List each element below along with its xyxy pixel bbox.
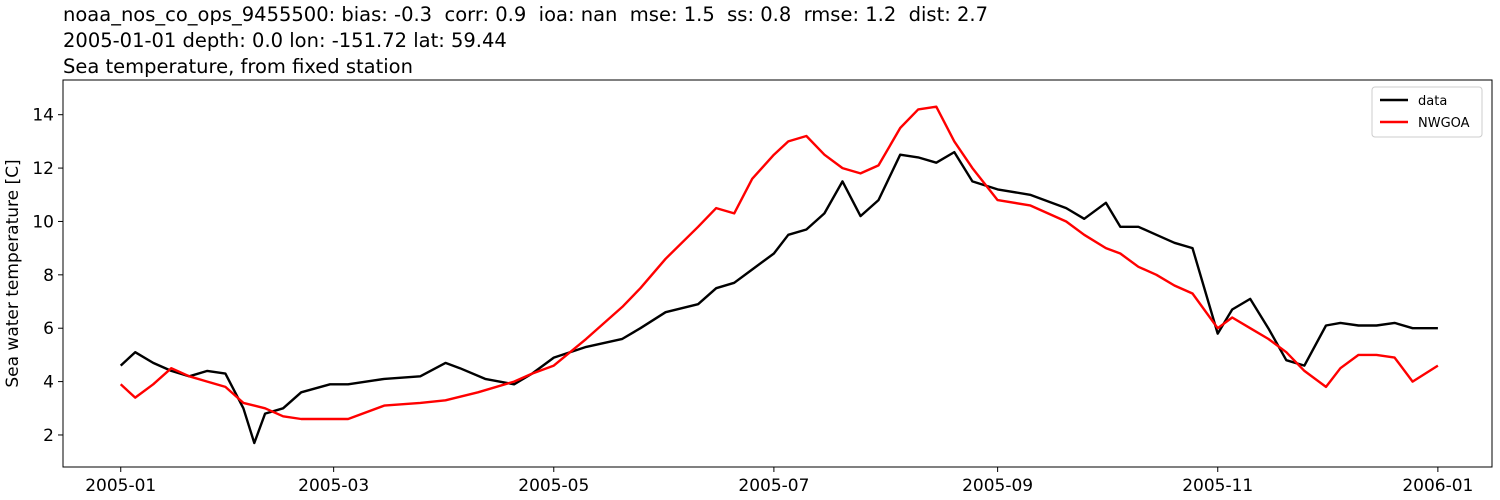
y-tick-label: 6 [43, 319, 54, 339]
chart-title-line-3: Sea temperature, from fixed station [63, 55, 413, 78]
x-tick-label: 2005-05 [518, 476, 589, 496]
x-tick-label: 2005-09 [962, 476, 1033, 496]
series-line-data [119, 150, 1438, 445]
y-tick-label: 12 [32, 159, 54, 179]
x-tick-label: 2005-11 [1182, 476, 1253, 496]
x-tick-label: 2006-01 [1402, 476, 1473, 496]
chart-title-line-1: noaa_nos_co_ops_9455500: bias: -0.3 corr… [63, 3, 989, 26]
y-tick-label: 10 [32, 212, 54, 232]
legend-label: NWGOA [1418, 116, 1470, 131]
y-tick-label: 14 [32, 106, 54, 126]
x-axis: 2005-01 2005-03 2005-05 2005-07 2005-09 2005-… [85, 467, 1473, 496]
y-tick-label: 4 [43, 373, 54, 393]
y-tick-label: 2 [43, 426, 54, 446]
legend: data NWGOA [1371, 86, 1483, 138]
x-tick-label: 2005-01 [85, 476, 156, 496]
y-tick-label: 8 [43, 266, 54, 286]
series-lines [119, 105, 1439, 445]
x-tick-label: 2005-03 [298, 476, 369, 496]
legend-label: data [1418, 94, 1447, 109]
y-axis-label: Sea water temperature [C] [3, 159, 23, 387]
chart-title-line-2: 2005-01-01 depth: 0.0 lon: -151.72 lat: … [63, 29, 507, 52]
series-line-nwgoa [119, 105, 1439, 421]
plot-frame [62, 79, 1493, 468]
x-tick-label: 2005-07 [738, 476, 809, 496]
y-axis: 2 4 6 8 10 12 14 [32, 106, 63, 446]
